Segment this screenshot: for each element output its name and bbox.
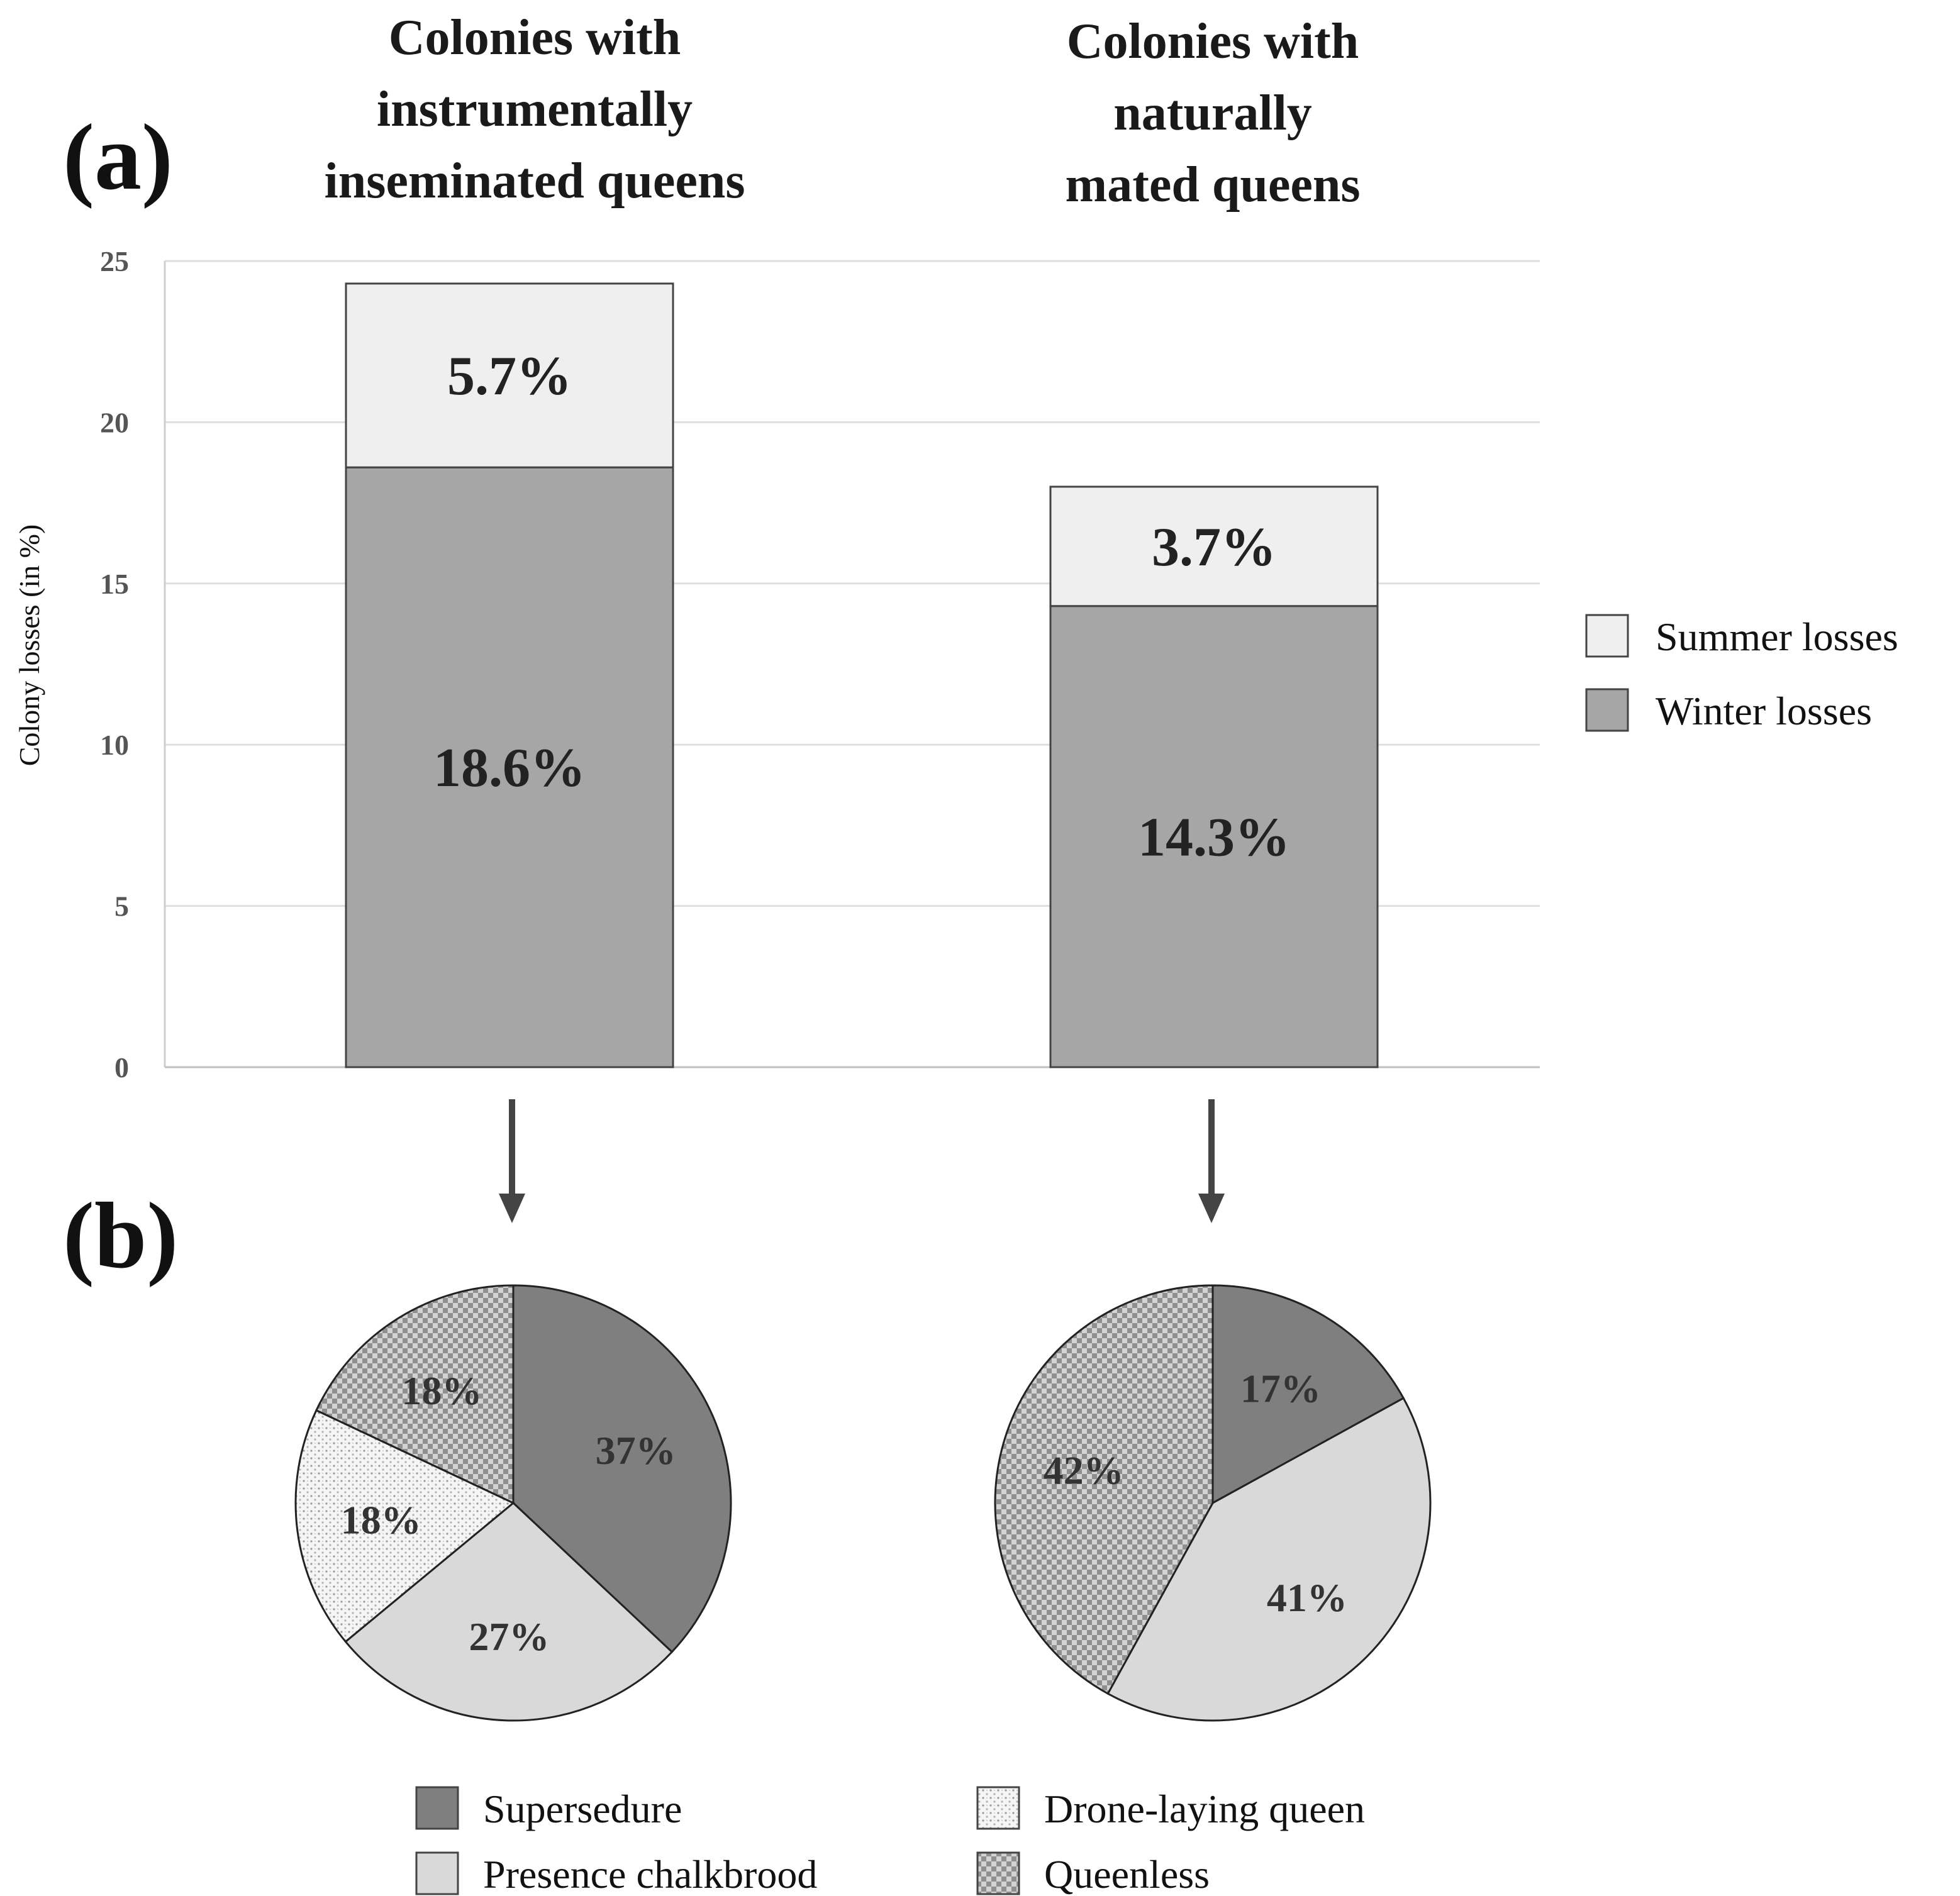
legend-label: Winter losses [1656,689,1872,733]
pie-slice-supersedure [1211,1284,1405,1505]
legend-label: Summer losses [1656,614,1898,659]
pie-slice-presence-chalkbrood [344,1502,674,1722]
bars: 18.6% 5.7% 14.3% 3.7% [345,282,1379,1068]
group-title-line: Colonies with [1067,14,1359,69]
pie-slice-label: 41% [1267,1575,1347,1620]
arrow-left [499,1099,525,1223]
group-titles: Colonies with instrumentally inseminated q… [325,10,1361,213]
legend-swatch [1585,688,1629,732]
y-tick-label: 5 [114,890,129,923]
pie-slice-label: 18% [341,1498,421,1543]
bar-summer-0 [345,282,674,468]
pie-slice-label: 37% [596,1428,676,1473]
y-tick-label: 25 [100,245,129,277]
pie-slice-drone-laying-queen [294,1409,515,1643]
bar-data-label: 14.3% [1138,807,1290,868]
pie-slice-supersedure [512,1284,732,1653]
y-tick-label: 15 [100,568,129,600]
stacked-bar-chart: 0 5 10 15 20 25 18.6% 5.7% 14.3% 3.7% Colony los… [13,245,1898,1084]
pie-legend-label: Presence chalkbrood [483,1852,817,1896]
y-tick-labels: 0 5 10 15 20 25 [100,245,129,1084]
pie-legend-swatch [976,1851,1020,1895]
panel-label-a: (a) [63,105,173,209]
bar-winter-0 [345,466,674,1068]
group-title-line: naturally [1113,86,1312,141]
pie-legend: Supersedure Drone-laying queen Presence ch… [415,1786,1365,1896]
pie-slice-label: 42% [1044,1448,1124,1492]
bar-data-label: 18.6% [433,738,586,799]
pie-legend-label: Supersedure [483,1787,682,1831]
pie-chart-natural: 17% 41% 42% [994,1284,1432,1722]
pie-legend-label: Drone-laying queen [1044,1787,1365,1831]
pie-legend-swatch [415,1851,459,1895]
pie-slice-queenless [315,1284,515,1505]
y-tick-label: 10 [100,729,129,761]
pie-slice-presence-chalkbrood [1106,1397,1432,1722]
group-title-line: instrumentally [377,82,693,137]
pie-legend-label: Queenless [1044,1852,1210,1896]
y-tick-label: 0 [114,1051,129,1084]
pie-legend-swatch [415,1786,459,1830]
panel-label-b: (b) [63,1184,178,1288]
bar-winter-1 [1049,605,1379,1068]
pie-legend-swatch [976,1786,1020,1830]
y-tick-label: 20 [100,406,129,438]
group-title-line: mated queens [1066,157,1361,213]
bar-data-label: 5.7% [447,346,572,407]
bar-legend: Summer losses Winter losses [1585,614,1898,733]
bar-data-label: 3.7% [1152,517,1276,578]
group-title-line: inseminated queens [325,153,745,209]
pie-slice-queenless [994,1284,1214,1695]
pie-slice-label: 17% [1240,1367,1321,1411]
y-axis-label: Colony losses (in %) [13,524,45,767]
pie-chart-instrumental: 37% 27% 18% 18% [294,1284,732,1722]
bar-summer-1 [1049,485,1379,607]
pie-slice-label: 27% [469,1614,549,1659]
pie-slice-label: 18% [401,1368,482,1413]
arrow-right [1198,1099,1225,1223]
legend-swatch [1585,614,1629,658]
group-title-line: Colonies with [389,10,681,65]
